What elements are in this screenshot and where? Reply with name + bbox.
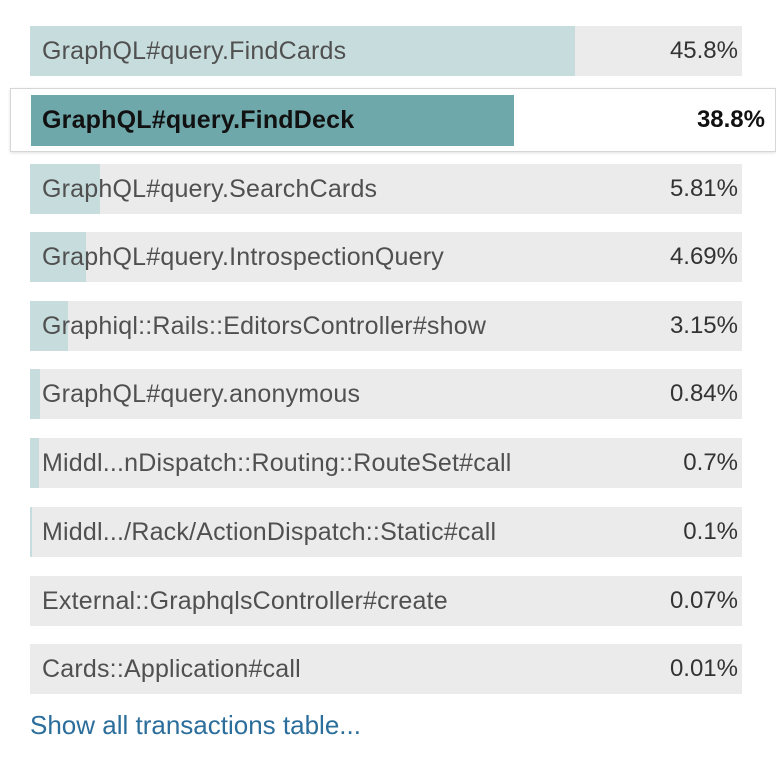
transaction-row[interactable]: Middl...nDispatch::Routing::RouteSet#cal… xyxy=(30,438,742,488)
transaction-percent: 0.1% xyxy=(683,518,738,545)
transaction-row[interactable]: GraphQL#query.FindCards 45.8% xyxy=(30,26,742,76)
transaction-percent: 0.84% xyxy=(669,380,738,407)
share-bar xyxy=(30,438,39,488)
transaction-row[interactable]: Cards::Application#call 0.01% xyxy=(30,644,742,694)
transaction-row[interactable]: External::GraphqlsController#create 0.07… xyxy=(30,576,742,626)
transaction-percent: 0.07% xyxy=(669,587,738,614)
transaction-name: Middl...nDispatch::Routing::RouteSet#cal… xyxy=(42,449,512,477)
share-bar xyxy=(30,232,86,282)
show-all-transactions-link[interactable]: Show all transactions table... xyxy=(30,710,361,740)
transaction-row[interactable]: GraphQL#query.anonymous 0.84% xyxy=(30,369,742,419)
transaction-row[interactable]: Middl.../Rack/ActionDispatch::Static#cal… xyxy=(30,507,742,557)
transaction-row[interactable]: GraphQL#query.SearchCards 5.81% xyxy=(30,164,742,214)
transaction-row-selected[interactable]: GraphQL#query.FindDeck 38.8% xyxy=(10,88,776,152)
transaction-percent: 4.69% xyxy=(669,243,738,270)
share-bar xyxy=(30,301,68,351)
transaction-percent: 3.15% xyxy=(669,312,738,339)
transaction-row[interactable]: GraphQL#query.IntrospectionQuery 4.69% xyxy=(30,232,742,282)
share-bar xyxy=(30,164,100,214)
transaction-row[interactable]: Graphiql::Rails::EditorsController#show … xyxy=(30,301,742,351)
transaction-name: GraphQL#query.IntrospectionQuery xyxy=(42,243,444,271)
transaction-name: GraphQL#query.FindCards xyxy=(42,37,347,65)
transaction-name: Cards::Application#call xyxy=(42,655,301,683)
transaction-name: External::GraphqlsController#create xyxy=(42,587,448,615)
transaction-name: GraphQL#query.FindDeck xyxy=(42,106,355,134)
transaction-percent: 0.7% xyxy=(683,449,738,476)
share-bar xyxy=(30,507,32,557)
share-bar xyxy=(30,369,40,419)
transaction-name: GraphQL#query.anonymous xyxy=(42,380,361,408)
transaction-name: Middl.../Rack/ActionDispatch::Static#cal… xyxy=(42,518,497,546)
transaction-percent: 0.01% xyxy=(669,655,738,682)
transaction-percent: 45.8% xyxy=(669,37,738,64)
transaction-percent: 5.81% xyxy=(669,175,738,202)
transaction-name: GraphQL#query.SearchCards xyxy=(42,175,378,203)
transaction-percent: 38.8% xyxy=(696,106,765,133)
share-bar xyxy=(31,95,514,146)
transaction-name: Graphiql::Rails::EditorsController#show xyxy=(42,312,487,340)
share-bar xyxy=(30,26,575,76)
